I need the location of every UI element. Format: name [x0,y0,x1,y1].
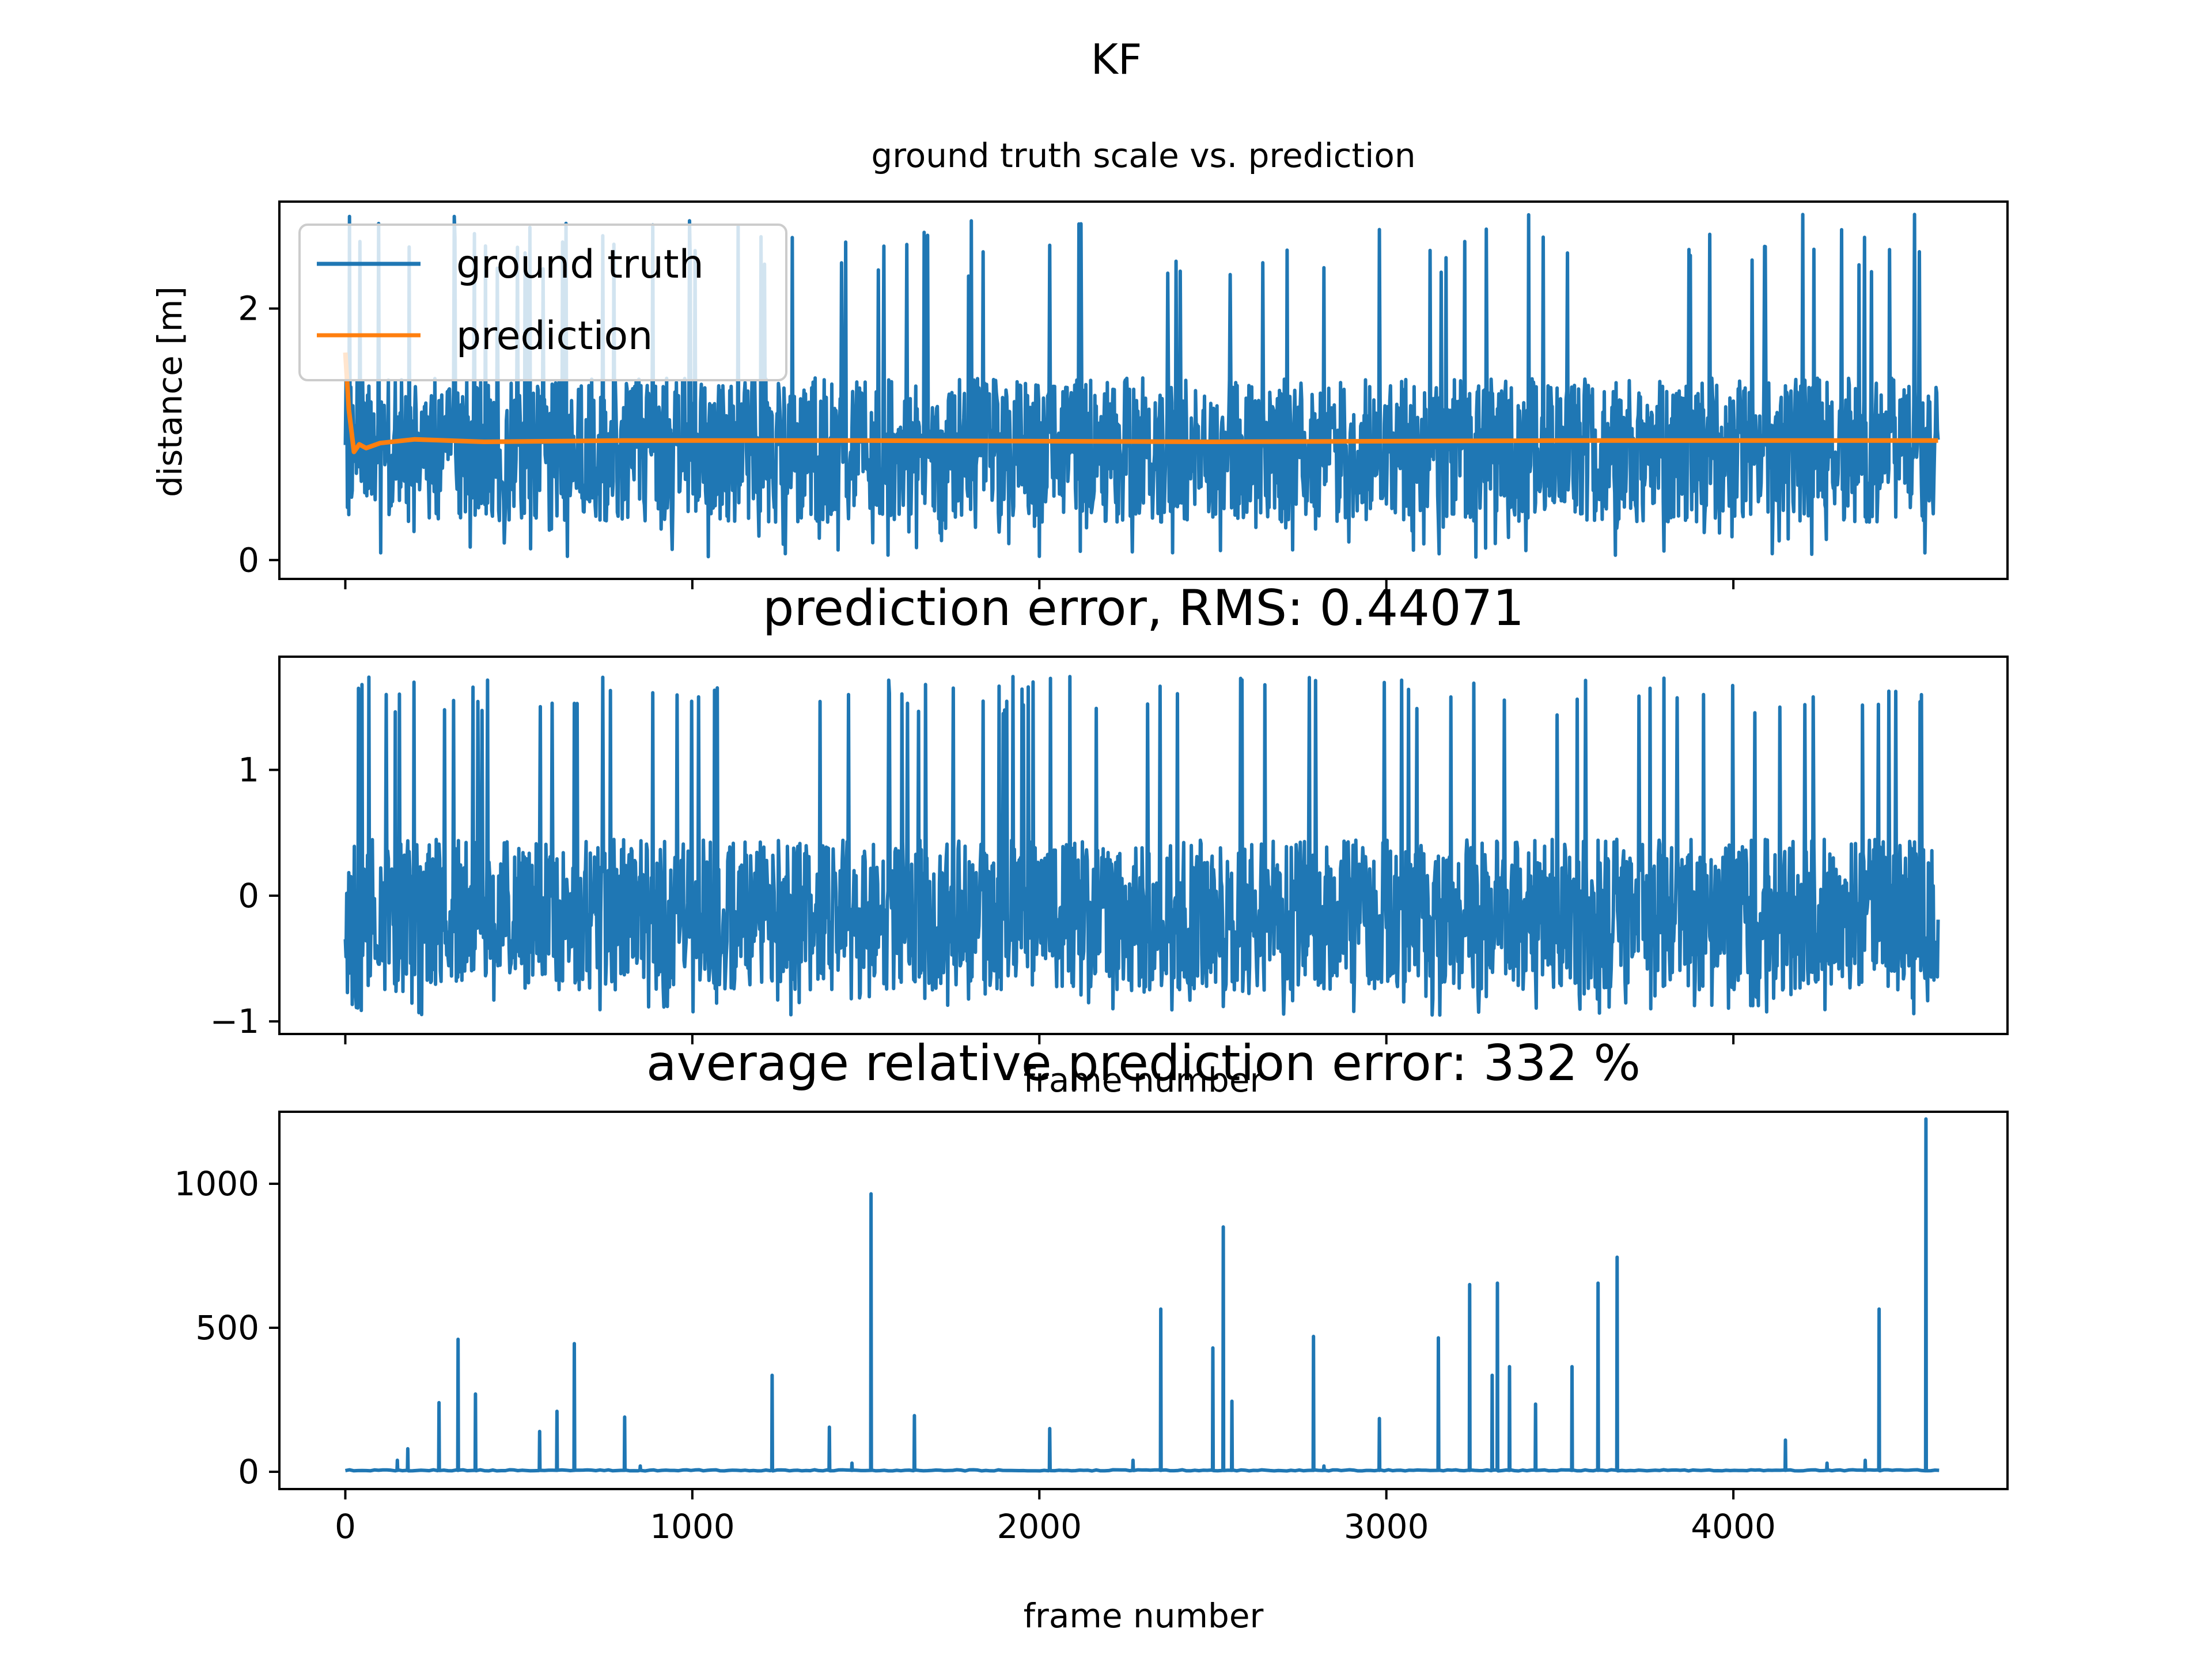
panel-3-frame [278,1111,2009,1490]
panel-2-title: prediction error, RMS: 0.44071 [763,579,1524,637]
panel-3-title: average relative prediction error: 332 % [646,1035,1641,1092]
panel-2-ytick-label: −1 [210,1002,260,1041]
panel-3-xlabel: frame number [1024,1596,1264,1635]
panel-1-frame [278,200,2009,580]
panel-2-series-line [343,675,1940,1017]
legend-ground-truth-label: ground truth [456,242,704,287]
panel-3-xtick-label: 0 [335,1507,356,1546]
panel-1-ytick-label: 0 [238,540,259,579]
panel-3-ytick-label: 1000 [174,1164,259,1203]
panel-2-plot-area [343,675,1940,1017]
panel-3-xtick-label: 4000 [1691,1507,1776,1546]
legend-prediction-label: prediction [456,313,653,359]
panel-relative-error: average relative prediction error: 332 %… [174,1035,2009,1635]
panel-1-ylabel: distance [m] [150,286,190,497]
figure-suptitle: KF [1091,35,1142,84]
panel-2-ytick-label: 0 [238,876,259,915]
panel-3-xtick-label: 3000 [1344,1507,1429,1546]
legend: ground truth prediction [298,224,787,381]
panel-1-ticks: 02 [238,289,1735,589]
panel-1-title: ground truth scale vs. prediction [871,136,1415,175]
panel-2-xlabel: frame number [1024,1060,1264,1100]
panel-3-plot-area [344,1117,1940,1473]
panel-3-ytick-label: 0 [238,1452,259,1491]
panel-prediction-error: prediction error, RMS: 0.44071 −1 0 1 fram… [210,579,2009,1100]
legend-box [298,224,787,381]
panel-3-series-line [344,1117,1940,1473]
panel-1-ytick-label: 2 [238,289,259,328]
panel-3-xtick-label: 1000 [650,1507,735,1546]
panel-1-series-ground-truth [343,213,1940,559]
panel-2-frame [278,656,2009,1035]
panel-3-xtick-label: 2000 [997,1507,1082,1546]
panel-3-ticks: 0 1000 2000 3000 4000 0 500 1000 [174,1164,1776,1546]
panel-1-series-prediction [343,352,1938,454]
panel-1-plot-area [343,213,1940,559]
panel-3-ytick-label: 500 [195,1308,259,1347]
panel-2-ticks: −1 0 1 [210,751,1735,1044]
panel-2-ytick-label: 1 [238,751,259,790]
panel-ground-truth-vs-prediction: ground truth scale vs. prediction distan… [150,136,2009,589]
